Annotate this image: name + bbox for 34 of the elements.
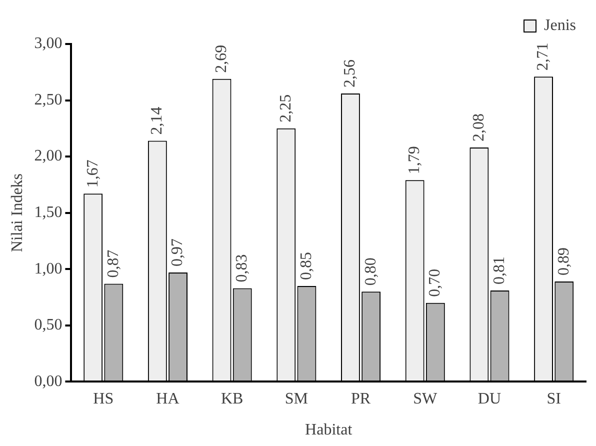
x-axis-title: Habitat: [305, 422, 353, 439]
x-tick-label: SI: [546, 390, 561, 408]
data-label: 0,80: [362, 258, 380, 286]
data-label: 0,89: [555, 247, 572, 276]
y-axis-title: Nilai Indeks: [8, 173, 26, 252]
data-label: 2,71: [534, 42, 552, 71]
data-label: 2,69: [212, 44, 230, 73]
data-label: 0,87: [104, 250, 122, 278]
y-tick-label: 1,50: [34, 204, 62, 222]
data-label: 0,97: [169, 238, 186, 266]
y-tick-label: 0,50: [34, 316, 62, 334]
legend-label: Jenis: [544, 17, 576, 34]
data-label: 2,08: [470, 114, 488, 142]
data-label: 0,85: [298, 252, 315, 280]
x-tick-label: KB: [220, 390, 244, 408]
y-tick-label: 1,00: [34, 260, 62, 278]
x-tick-label: SW: [413, 390, 438, 408]
data-label: 2,25: [277, 94, 294, 122]
y-tick-label: 2,50: [34, 91, 62, 108]
data-label: 0,81: [490, 256, 508, 284]
data-label: 0,83: [234, 254, 251, 282]
x-tick-label: DU: [478, 390, 502, 408]
y-tick-label: 0,00: [34, 372, 62, 390]
data-label: 1,79: [406, 146, 424, 174]
x-tick-label: HS: [93, 390, 114, 408]
y-tick-label: 3,00: [34, 35, 62, 52]
x-tick-label: HA: [156, 390, 180, 408]
data-label: 1,67: [84, 160, 102, 188]
x-tick-label: PR: [350, 390, 371, 408]
data-label: 2,14: [148, 106, 166, 135]
y-tick-label: 2,00: [34, 148, 62, 165]
data-label: 0,70: [426, 268, 444, 297]
data-label: 2,56: [342, 60, 359, 88]
x-tick-label: SM: [284, 390, 308, 408]
